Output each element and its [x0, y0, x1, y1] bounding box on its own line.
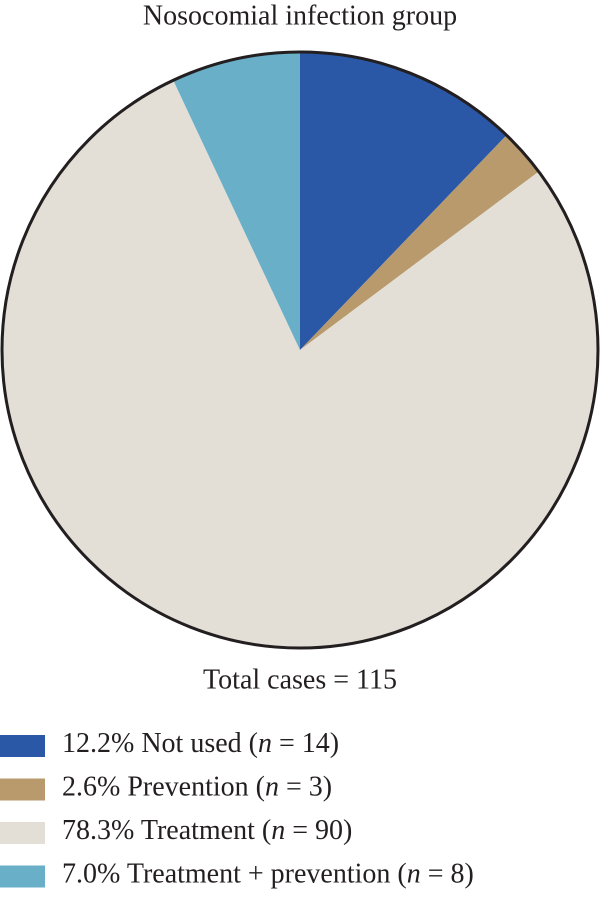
legend-name: Prevention (n = 3) [127, 772, 332, 803]
legend-swatch [0, 735, 45, 757]
legend-label: 7.0% Treatment + prevention (n = 8) [62, 859, 474, 890]
pie-outline [0, 50, 600, 650]
legend-label: 78.3% Treatment (n = 90) [62, 815, 352, 846]
legend-swatch [0, 822, 45, 844]
chart-title: Nosocomial infection group [143, 0, 457, 31]
legend-label: 2.6% Prevention (n = 3) [62, 772, 332, 803]
pie-slice [173, 52, 300, 350]
legend-value: 12.2% [62, 728, 134, 759]
legend-value: 78.3% [62, 815, 134, 846]
pie-slice [300, 52, 507, 350]
legend-value: 7.0% [62, 859, 120, 890]
legend-name: Not used (n = 14) [141, 728, 339, 759]
legend-swatch [0, 778, 45, 801]
pie-slice [2, 80, 599, 649]
legend-name: Treatment (n = 90) [141, 815, 353, 846]
pie-slice [300, 135, 539, 350]
legend-swatch [0, 865, 45, 888]
legend-value: 2.6% [62, 772, 120, 803]
legend-label: 12.2% Not used (n = 14) [62, 728, 339, 759]
total-label: Total cases = 115 [203, 664, 397, 695]
legend-name: Treatment + prevention (n = 8) [127, 859, 474, 890]
